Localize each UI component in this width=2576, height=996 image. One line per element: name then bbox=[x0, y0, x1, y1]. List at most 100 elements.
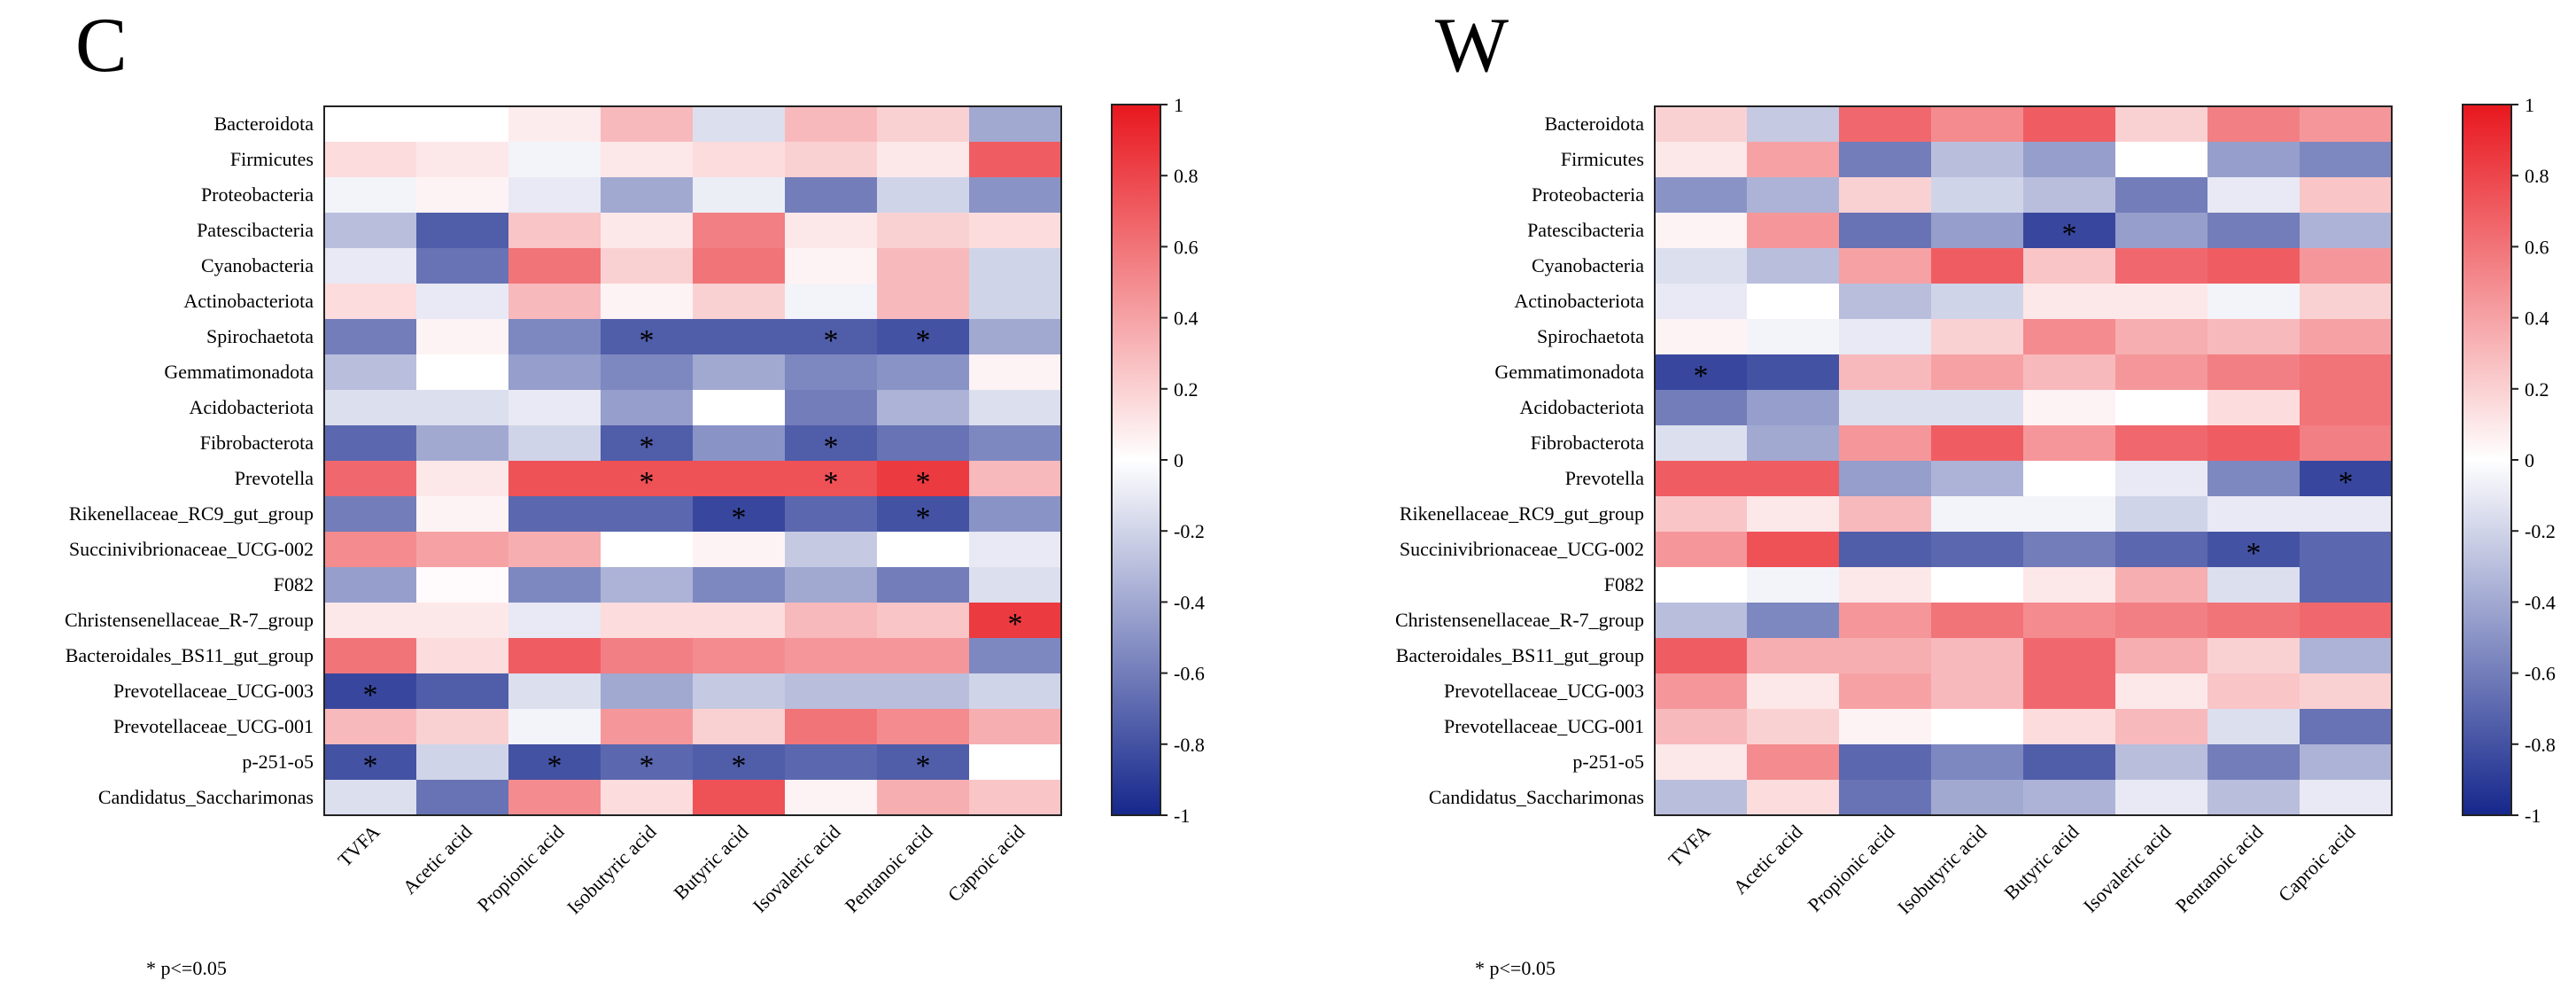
column-label: Butyric acid bbox=[669, 821, 752, 904]
heatmap-cell bbox=[324, 567, 417, 603]
row-label: Firmicutes bbox=[230, 148, 314, 170]
row-labels: Bacteroidota Firmicutes Proteobacteria Pate… bbox=[1395, 113, 1644, 808]
heatmap-cell bbox=[2023, 461, 2116, 497]
heatmap-cell bbox=[969, 177, 1062, 214]
row-label: Cyanobacteria bbox=[1532, 254, 1644, 276]
row-label: Bacteroidota bbox=[1545, 113, 1645, 135]
heatmap-cell bbox=[2300, 744, 2393, 781]
row-label: Fibrobacterota bbox=[200, 432, 314, 454]
colorbar-tick-label: 0.6 bbox=[2525, 236, 2549, 258]
heatmap-cell bbox=[324, 390, 417, 426]
heatmap-cell bbox=[601, 142, 694, 178]
heatmap-cell bbox=[2300, 248, 2393, 284]
heatmap-cell bbox=[1931, 248, 2024, 284]
heatmap-cell bbox=[877, 106, 970, 143]
heatmap-cell bbox=[877, 603, 970, 639]
heatmap-cell bbox=[324, 780, 417, 816]
colorbar-tick-label: 1 bbox=[2525, 94, 2534, 116]
heatmap-cell bbox=[2023, 496, 2116, 533]
heatmap-cell bbox=[1839, 284, 1932, 320]
colorbar-tick-label: -0.6 bbox=[2525, 663, 2556, 685]
heatmap-cell bbox=[1839, 638, 1932, 674]
heatmap-cell bbox=[1655, 354, 1748, 391]
heatmap-cell bbox=[1655, 603, 1748, 639]
heatmap-cell bbox=[1931, 780, 2024, 816]
row-label: Fibrobacterota bbox=[1531, 432, 1645, 454]
column-label: TVFA bbox=[1664, 821, 1714, 871]
heatmap-cell bbox=[601, 603, 694, 639]
heatmap-cell bbox=[416, 780, 509, 816]
heatmap-cell bbox=[877, 496, 970, 533]
colorbar-tick-label: 0.2 bbox=[2525, 378, 2549, 401]
column-label: Caproic acid bbox=[943, 821, 1029, 907]
heatmap-cell bbox=[1839, 461, 1932, 497]
heatmap-cell bbox=[693, 496, 786, 533]
heatmap-cell bbox=[2115, 284, 2208, 320]
column-label: Propionic acid bbox=[1804, 821, 1899, 916]
heatmap-cell bbox=[2023, 319, 2116, 355]
heatmap-cell bbox=[1747, 496, 1840, 533]
heatmap-cell bbox=[2023, 177, 2116, 214]
significance-star: * bbox=[824, 324, 839, 357]
heatmap-cell bbox=[1655, 390, 1748, 426]
heatmap-cell bbox=[508, 142, 601, 178]
heatmap-cell bbox=[416, 567, 509, 603]
heatmap-cell bbox=[2023, 354, 2116, 391]
heatmap-cell bbox=[877, 638, 970, 674]
heatmap-cell bbox=[416, 709, 509, 745]
heatmap-cell bbox=[2115, 673, 2208, 710]
heatmap-cell bbox=[785, 142, 878, 178]
heatmap-cell bbox=[508, 567, 601, 603]
heatmap-cell bbox=[508, 248, 601, 284]
heatmap-cell bbox=[969, 425, 1062, 462]
significance-star: * bbox=[2246, 537, 2262, 570]
heatmap-cell bbox=[416, 496, 509, 533]
heatmap-cell bbox=[693, 567, 786, 603]
column-label: Caproic acid bbox=[2274, 821, 2360, 907]
heatmap-cell bbox=[2300, 638, 2393, 674]
heatmap-cell bbox=[1839, 142, 1932, 178]
heatmap-cell bbox=[1747, 567, 1840, 603]
panel-title: W bbox=[1435, 3, 1509, 89]
heatmap-cell bbox=[693, 284, 786, 320]
heatmap-cell bbox=[1655, 284, 1748, 320]
column-label: Pentanoic acid bbox=[2171, 821, 2268, 917]
heatmap-cell bbox=[693, 461, 786, 497]
heatmap-cell bbox=[1839, 496, 1932, 533]
heatmap-cell bbox=[877, 532, 970, 568]
row-label: Proteobacteria bbox=[201, 183, 314, 206]
colorbar-tick-label: 0.4 bbox=[2525, 307, 2549, 330]
colorbar-tick-label: -0.2 bbox=[2525, 520, 2556, 542]
heatmap-cell bbox=[2207, 532, 2301, 568]
heatmap-cell bbox=[1655, 638, 1748, 674]
heatmap-cell bbox=[324, 213, 417, 249]
heatmap-cell bbox=[601, 425, 694, 462]
heatmap-cell bbox=[1655, 425, 1748, 462]
heatmap-cell bbox=[601, 248, 694, 284]
heatmap-cell bbox=[693, 744, 786, 781]
heatmap-cell bbox=[1655, 780, 1748, 816]
row-label: Spirochaetota bbox=[1537, 325, 1644, 347]
heatmap-cell bbox=[1839, 213, 1932, 249]
heatmap-cell bbox=[2023, 390, 2116, 426]
significance-star: * bbox=[547, 750, 563, 782]
heatmap-cell bbox=[1931, 532, 2024, 568]
colorbar-tick-label: 0.4 bbox=[1174, 307, 1199, 330]
heatmap-cell bbox=[1655, 744, 1748, 781]
heatmap-cells bbox=[324, 106, 1062, 816]
colorbar bbox=[2462, 104, 2512, 816]
column-label: Isovaleric acid bbox=[2079, 821, 2176, 917]
colorbar-tick-label: -0.4 bbox=[1174, 591, 1205, 613]
heatmap-cell bbox=[1839, 390, 1932, 426]
heatmap-cell bbox=[601, 319, 694, 355]
heatmap-cell bbox=[2115, 567, 2208, 603]
heatmap-cell bbox=[969, 638, 1062, 674]
heatmap-cell bbox=[2207, 567, 2301, 603]
heatmap-cell bbox=[785, 319, 878, 355]
significance-star: * bbox=[363, 750, 378, 782]
heatmap-cell bbox=[1931, 284, 2024, 320]
heatmap-cell bbox=[1931, 142, 2024, 178]
heatmap-cell bbox=[2207, 673, 2301, 710]
heatmap-cell bbox=[2023, 567, 2116, 603]
heatmap-cell bbox=[324, 106, 417, 143]
